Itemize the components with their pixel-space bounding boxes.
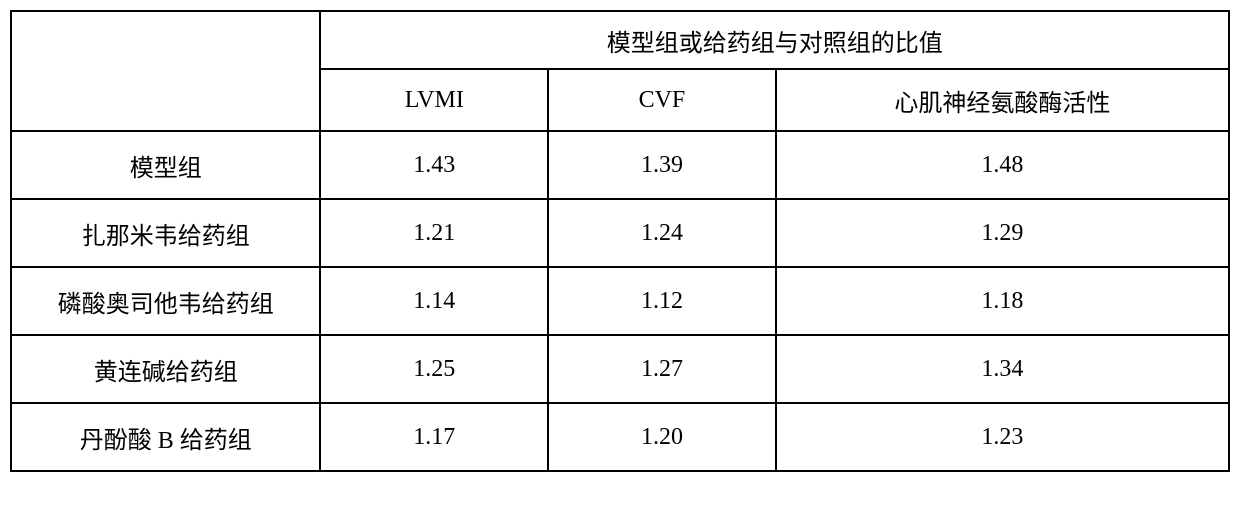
table-row: 扎那米韦给药组 1.21 1.24 1.29 — [11, 199, 1229, 267]
data-cell-lvmi: 1.14 — [320, 267, 548, 335]
data-cell-cvf: 1.20 — [548, 403, 776, 471]
header-row-1: 模型组或给药组与对照组的比值 — [11, 11, 1229, 69]
data-cell-cvf: 1.39 — [548, 131, 776, 199]
data-cell-cvf: 1.24 — [548, 199, 776, 267]
ratio-table: 模型组或给药组与对照组的比值 LVMI CVF 心肌神经氨酸酶活性 模型组 1.… — [10, 10, 1230, 472]
data-cell-activity: 1.18 — [776, 267, 1229, 335]
data-cell-cvf: 1.12 — [548, 267, 776, 335]
data-cell-activity: 1.48 — [776, 131, 1229, 199]
row-label-cell: 扎那米韦给药组 — [11, 199, 320, 267]
data-cell-activity: 1.23 — [776, 403, 1229, 471]
column-header-lvmi: LVMI — [320, 69, 548, 131]
column-header-cvf: CVF — [548, 69, 776, 131]
row-label-cell: 丹酚酸 B 给药组 — [11, 403, 320, 471]
data-cell-activity: 1.29 — [776, 199, 1229, 267]
data-cell-lvmi: 1.43 — [320, 131, 548, 199]
row-label-cell: 黄连碱给药组 — [11, 335, 320, 403]
data-cell-activity: 1.34 — [776, 335, 1229, 403]
data-cell-lvmi: 1.17 — [320, 403, 548, 471]
table-row: 黄连碱给药组 1.25 1.27 1.34 — [11, 335, 1229, 403]
table-row: 磷酸奥司他韦给药组 1.14 1.12 1.18 — [11, 267, 1229, 335]
column-header-activity: 心肌神经氨酸酶活性 — [776, 69, 1229, 131]
table-row: 模型组 1.43 1.39 1.48 — [11, 131, 1229, 199]
row-label-cell: 磷酸奥司他韦给药组 — [11, 267, 320, 335]
table-row: 丹酚酸 B 给药组 1.17 1.20 1.23 — [11, 403, 1229, 471]
header-merged-cell: 模型组或给药组与对照组的比值 — [320, 11, 1229, 69]
header-empty-cell — [11, 11, 320, 131]
data-cell-lvmi: 1.21 — [320, 199, 548, 267]
row-label-cell: 模型组 — [11, 131, 320, 199]
data-cell-cvf: 1.27 — [548, 335, 776, 403]
data-cell-lvmi: 1.25 — [320, 335, 548, 403]
